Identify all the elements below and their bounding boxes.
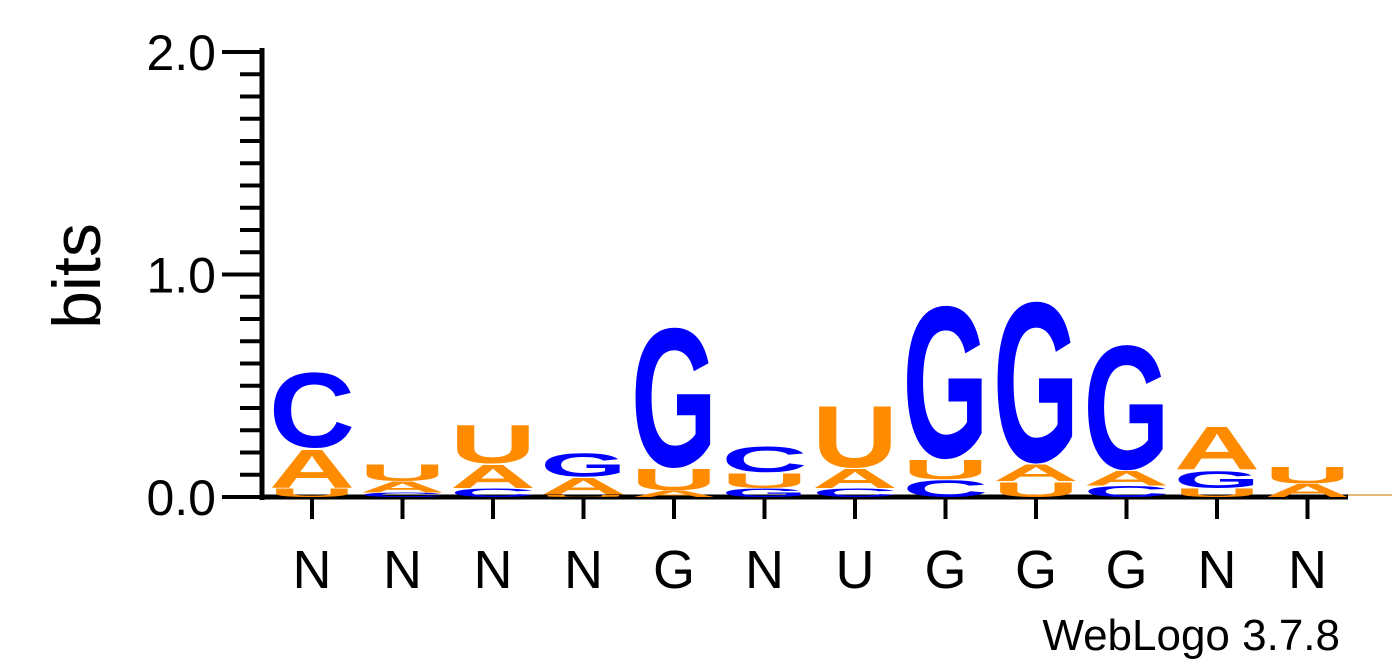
- x-tick-label: G: [1105, 540, 1147, 600]
- logo-letter-u: U: [812, 388, 898, 487]
- x-tick-label: N: [293, 540, 332, 600]
- logo-letter-g: G: [993, 255, 1079, 511]
- x-tick-label: G: [924, 540, 966, 600]
- x-tick-label: N: [474, 540, 513, 600]
- logo-letter-g: G: [631, 287, 717, 508]
- logo-letter-u: U: [1265, 462, 1351, 489]
- x-tick-label: N: [1198, 540, 1237, 600]
- x-tick-label: N: [383, 540, 422, 600]
- logo-letter-u: U: [450, 413, 536, 475]
- y-ticks: 0.0 1.0 2.0: [146, 25, 262, 526]
- y-axis-label: bits: [39, 223, 115, 329]
- x-tick-label: G: [653, 540, 695, 600]
- logo-letter-a: A: [1174, 415, 1260, 483]
- x-tick-label: N: [745, 540, 784, 600]
- logo-letter-u: U: [360, 459, 446, 486]
- x-tick-label: N: [1288, 540, 1327, 600]
- x-tick-label: N: [564, 540, 603, 600]
- x-tick-label: U: [836, 540, 875, 600]
- logo-letter-g: G: [1084, 310, 1170, 507]
- y-tick-label: 1.0: [146, 248, 216, 304]
- logo-letter-c: C: [722, 439, 808, 480]
- x-tick-label: G: [1015, 540, 1057, 600]
- weblogo-credit: WebLogo 3.7.8: [1042, 611, 1340, 660]
- y-tick-label: 0.0: [146, 470, 216, 526]
- y-tick-label: 2.0: [146, 25, 216, 81]
- logo-letter-c: C: [269, 351, 355, 470]
- logo-letter-g: G: [903, 262, 989, 504]
- logo-letter-g: G: [541, 447, 627, 484]
